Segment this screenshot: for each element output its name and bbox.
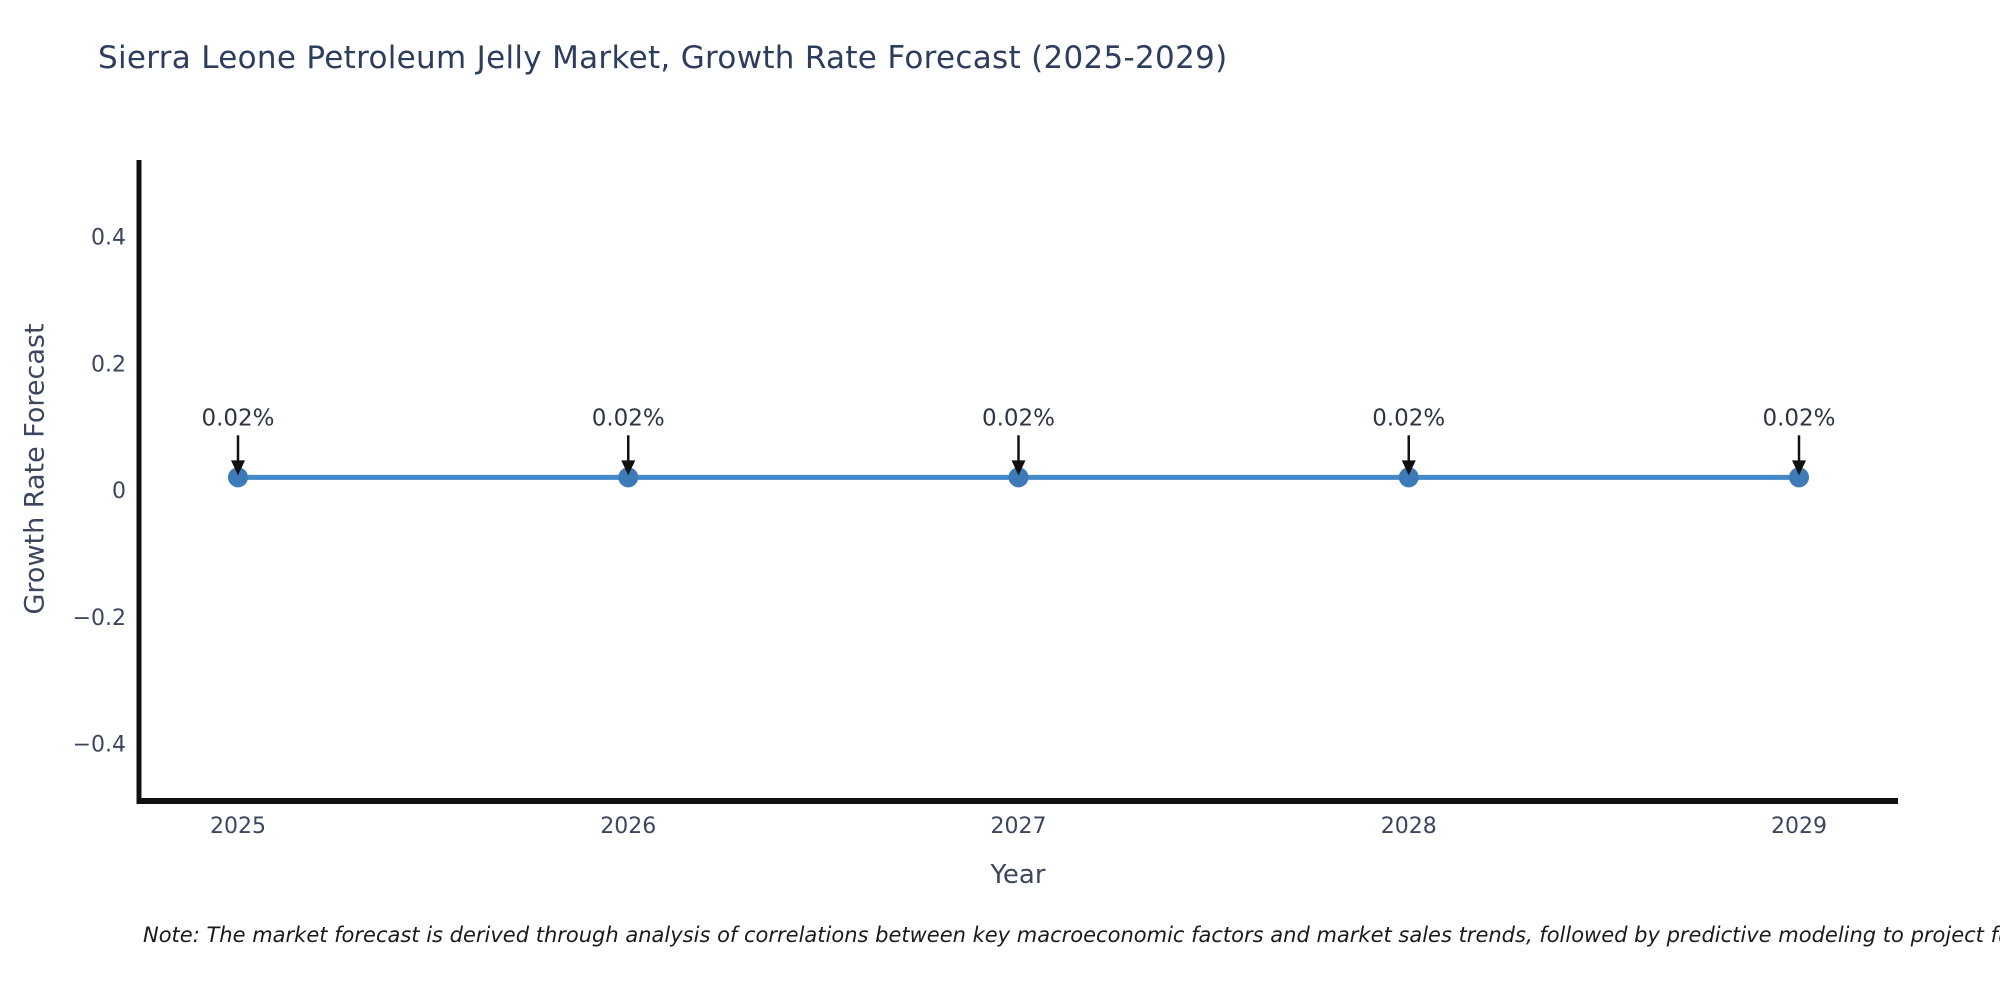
x-tick-label: 2025 bbox=[210, 814, 266, 839]
y-tick-label: 0.4 bbox=[91, 226, 126, 251]
footnote: Note: The market forecast is derived thr… bbox=[143, 923, 2000, 947]
data-point-label: 0.02% bbox=[1372, 405, 1445, 431]
y-tick-label: −0.4 bbox=[73, 733, 126, 758]
data-point-marker bbox=[1789, 467, 1809, 488]
y-tick-label: 0 bbox=[112, 479, 126, 504]
annotation-arrow-head bbox=[231, 460, 245, 476]
data-point-label: 0.02% bbox=[1762, 405, 1835, 431]
x-tick-label: 2028 bbox=[1381, 814, 1437, 839]
data-point-label: 0.02% bbox=[592, 405, 665, 431]
annotation-arrow-head bbox=[1401, 460, 1416, 476]
x-tick-label: 2029 bbox=[1771, 814, 1827, 839]
annotation-arrow-head bbox=[621, 460, 636, 476]
annotation-arrow-head bbox=[1011, 460, 1026, 476]
x-axis-title: Year bbox=[990, 860, 1046, 890]
chart-title: Sierra Leone Petroleum Jelly Market, Gro… bbox=[98, 40, 1228, 76]
data-point-marker bbox=[618, 467, 639, 488]
data-point-label: 0.02% bbox=[201, 405, 274, 431]
data-point-marker bbox=[1008, 467, 1029, 488]
data-point-marker bbox=[1398, 467, 1419, 488]
x-tick-label: 2027 bbox=[991, 814, 1047, 839]
x-tick-label: 2026 bbox=[600, 814, 656, 839]
y-tick-label: 0.2 bbox=[91, 352, 126, 377]
data-point-marker bbox=[228, 467, 248, 488]
y-tick-label: −0.2 bbox=[73, 606, 126, 631]
annotation-arrow-head bbox=[1792, 460, 1806, 476]
data-point-label: 0.02% bbox=[982, 405, 1055, 431]
